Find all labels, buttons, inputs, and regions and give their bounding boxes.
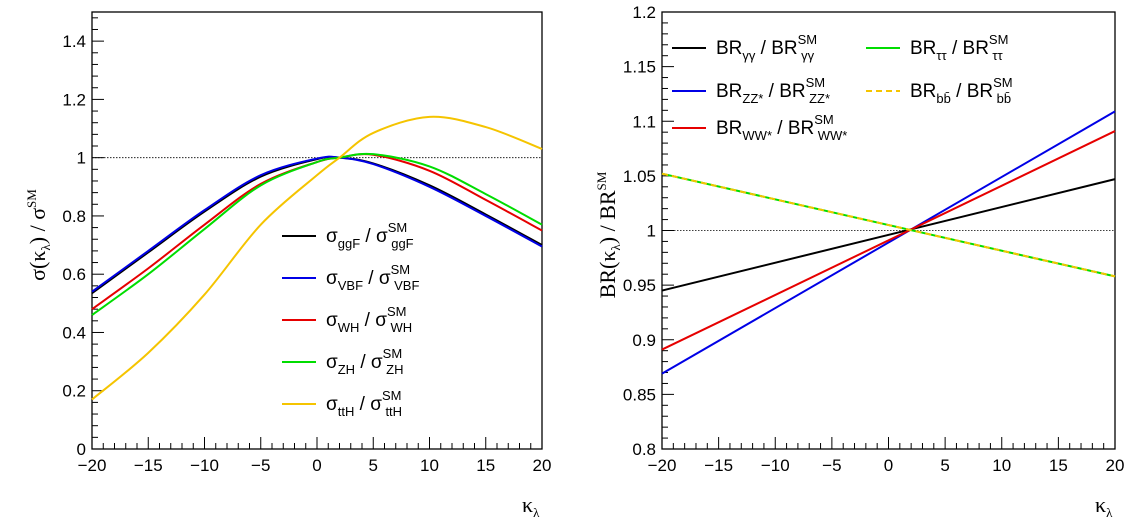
y-tick-label: 1.1: [632, 112, 656, 131]
x-axis-title: κλ: [522, 492, 540, 520]
y-tick-label: 1.4: [62, 32, 86, 51]
y-tick-label: 1.15: [623, 58, 656, 77]
x-tick-label: −20: [648, 456, 677, 475]
y-tick-label: 0.95: [623, 276, 656, 295]
series-line: [661, 130, 1116, 351]
legend-entry: BRWW* / BRSM WW*: [716, 112, 847, 143]
y-axis-title: BR(κλ) / BRSM: [594, 171, 623, 298]
legend-entry: σZH / σSM ZH: [326, 346, 404, 377]
y-tick-label: 0: [77, 440, 86, 459]
legend-entry: σVBF / σSM VBF: [326, 262, 419, 293]
series-line: [661, 172, 1116, 278]
legend-entry: BRbb̄ / BRSM bb̄: [910, 75, 1013, 106]
y-tick-label: 0.8: [632, 440, 656, 459]
x-tick-label: −15: [704, 456, 733, 475]
y-tick-label: 1: [647, 222, 656, 241]
y-tick-label: 1.05: [623, 167, 656, 186]
legend-entry: σggF / σSM ggF: [326, 220, 414, 251]
y-tick-label: 0.4: [62, 323, 86, 342]
x-tick-label: 0: [884, 456, 893, 475]
x-tick-label: 15: [476, 456, 495, 475]
series-line: [91, 155, 543, 294]
y-tick-label: 0.8: [62, 207, 86, 226]
y-tick-label: 1.2: [62, 90, 86, 109]
series-line: [661, 178, 1116, 292]
x-tick-label: −10: [761, 456, 790, 475]
x-tick-label: −20: [78, 456, 107, 475]
series-line: [661, 110, 1116, 375]
legend-entry: BRττ / BRSM ττ: [910, 32, 1008, 63]
x-tick-label: −5: [822, 456, 841, 475]
legend-entry: σttH / σSM ttH: [326, 388, 402, 419]
x-tick-label: 20: [1106, 456, 1125, 475]
x-tick-label: −10: [190, 456, 219, 475]
x-tick-label: 20: [533, 456, 552, 475]
cross-section-chart: σ(κλ) / σSM κλ −20 −15 −10 −5 0 5 10 15 20 0 0.2 0.…: [24, 11, 552, 520]
x-tick-label: −5: [251, 456, 270, 475]
legend-entry: σWH / σSM WH: [326, 304, 412, 335]
plot-frame: [91, 11, 543, 450]
x-tick-label: 5: [940, 456, 949, 475]
y-tick-label: 0.85: [623, 385, 656, 404]
y-tick-label: 1: [77, 149, 86, 168]
branching-ratio-chart: BR(κλ) / BRSM κλ −20 −15 −10 −5 0 5 10 15 20 0.8 0…: [594, 3, 1124, 520]
x-tick-label: −15: [134, 456, 163, 475]
legend-entry: BRγγ / BRSM γγ: [716, 32, 817, 63]
y-tick-label: 0.9: [632, 331, 656, 350]
x-axis-title: κλ: [1095, 492, 1113, 520]
y-tick-label: 0.2: [62, 382, 86, 401]
legend-entry: BRZZ* / BRSM ZZ*: [716, 75, 830, 106]
x-tick-label: 0: [312, 456, 321, 475]
series-line: [91, 153, 543, 310]
y-tick-label: 1.2: [632, 3, 656, 22]
x-tick-label: 15: [1049, 456, 1068, 475]
x-tick-label: 10: [992, 456, 1011, 475]
series-line: [91, 155, 543, 293]
series-line: [91, 115, 543, 401]
series-line: [91, 152, 543, 316]
y-axis-title: σ(κλ) / σSM: [24, 189, 53, 281]
y-tick-label: 0.6: [62, 265, 86, 284]
x-tick-label: 10: [420, 456, 439, 475]
x-tick-label: 5: [369, 456, 378, 475]
